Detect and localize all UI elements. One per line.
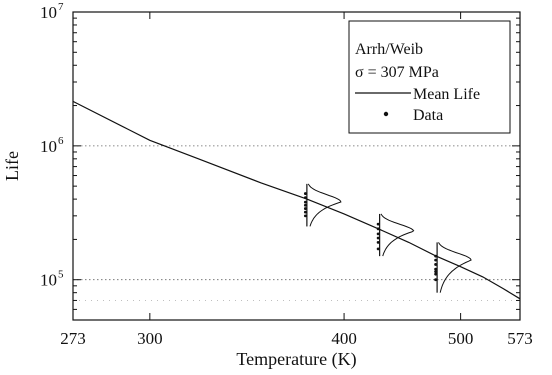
y-tick-label-0: 10 5 <box>40 269 64 290</box>
legend-title: Arrh/Weib <box>355 41 423 58</box>
x-tick-labels: 273 300 400 500 573 <box>60 329 533 348</box>
grid-lines <box>73 145 520 301</box>
distribution-curve-2 <box>438 242 472 293</box>
legend-stress: σ = 307 MPa <box>355 64 439 81</box>
data-point-13 <box>434 278 438 282</box>
data-point-16 <box>434 267 438 271</box>
y-tick-label-base-1: 10 <box>40 137 57 156</box>
data-point-15 <box>434 270 438 273</box>
data-point-19 <box>434 254 438 258</box>
legend-dot-marker <box>383 111 389 117</box>
x-tick-label-1: 300 <box>137 329 163 348</box>
data-point-18 <box>434 258 438 262</box>
data-point-0 <box>303 214 307 218</box>
y-tick-label-exp-1: 6 <box>58 135 64 147</box>
data-point-17 <box>434 263 438 266</box>
plot-frame <box>72 11 521 321</box>
data-point-12 <box>376 222 380 226</box>
distribution-curve-0 <box>307 183 342 227</box>
x-tick-label-0: 273 <box>60 329 86 348</box>
data-point-7 <box>376 247 380 251</box>
data-points <box>303 192 438 282</box>
data-point-1 <box>303 210 307 214</box>
y-tick-label-2: 10 7 <box>40 1 64 22</box>
data-point-5 <box>303 196 307 200</box>
data-point-2 <box>303 207 307 210</box>
data-point-6 <box>303 192 307 195</box>
data-point-3 <box>303 203 307 207</box>
y-tick-label-base-2: 10 <box>40 3 57 22</box>
x-tick-label-2: 400 <box>331 329 357 348</box>
x-axis-title: Temperature (K) <box>236 349 356 370</box>
x-tick-label-3: 500 <box>448 329 474 348</box>
data-point-8 <box>376 240 380 244</box>
axis-ticks <box>72 11 521 321</box>
y-tick-label-exp-0: 5 <box>58 269 64 281</box>
data-point-10 <box>376 232 380 236</box>
y-tick-label-base-0: 10 <box>40 271 57 290</box>
y-axis-title: Life <box>2 151 22 181</box>
x-tick-label-4: 573 <box>507 329 533 348</box>
legend-entry-mean-life: Mean Life <box>413 86 480 103</box>
y-tick-label-1: 10 6 <box>40 135 64 156</box>
legend: Arrh/Weib σ = 307 MPa Mean Life Data <box>348 20 511 134</box>
data-point-11 <box>376 227 380 231</box>
distribution-curve-1 <box>380 213 415 257</box>
legend-entry-data: Data <box>413 107 443 124</box>
data-point-14 <box>434 272 438 276</box>
data-point-4 <box>303 200 307 204</box>
data-point-9 <box>376 236 380 240</box>
legend-box <box>348 20 511 134</box>
distribution-curves <box>306 183 472 293</box>
y-tick-label-exp-2: 7 <box>58 1 64 13</box>
